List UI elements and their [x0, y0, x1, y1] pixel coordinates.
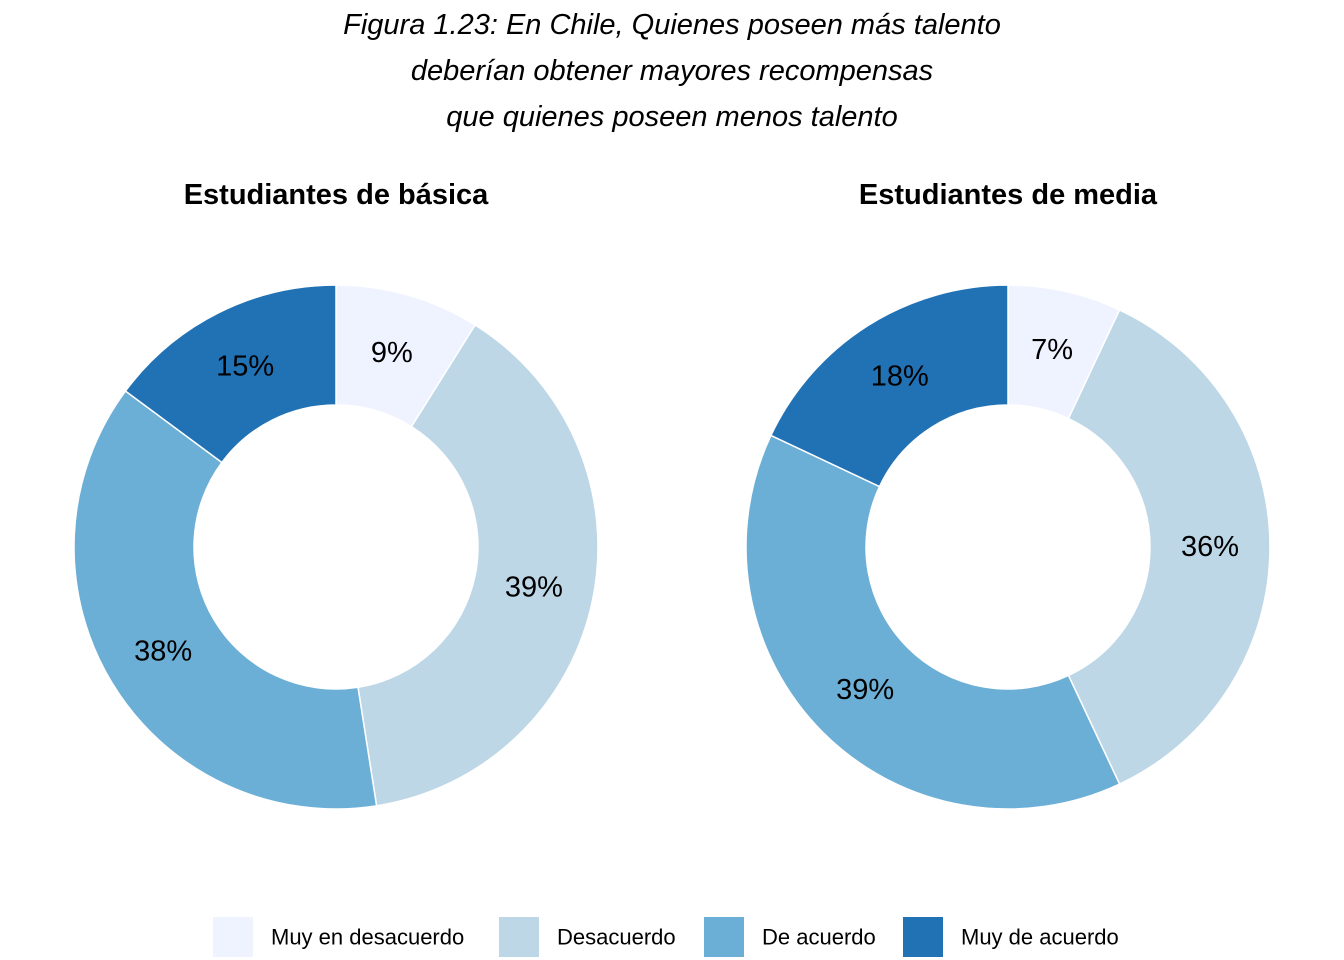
slice-label-basica-de-acuerdo: 38%: [134, 636, 192, 668]
legend-label-muy-en-desacuerdo: Muy en desacuerdo: [271, 925, 464, 950]
slice-media-de-acuerdo: [745, 434, 1121, 810]
slice-label-basica-muy-en-desacuerdo: 9%: [371, 337, 413, 369]
legend-label-desacuerdo: Desacuerdo: [557, 925, 676, 950]
slice-basica-de-acuerdo: [73, 389, 378, 810]
figure-title-line-3: que quienes poseen menos talento: [446, 101, 898, 133]
slice-basica-desacuerdo: [357, 323, 599, 807]
legend-swatch-muy-de-acuerdo: [903, 917, 943, 957]
slice-label-media-desacuerdo: 36%: [1181, 531, 1239, 563]
legend-label-muy-de-acuerdo: Muy de acuerdo: [961, 925, 1119, 950]
slice-label-media-muy-de-acuerdo: 18%: [871, 360, 929, 392]
slice-media-muy-de-acuerdo: [769, 284, 1009, 488]
legend-swatch-de-acuerdo: [704, 917, 744, 957]
panel-title-media: Estudiantes de media: [859, 179, 1158, 211]
legend: Muy en desacuerdo Desacuerdo De acuerdo Muy…: [213, 917, 1119, 957]
slice-basica-muy-de-acuerdo: [124, 284, 337, 464]
panel-title-basica: Estudiantes de básica: [184, 179, 489, 211]
slice-label-media-de-acuerdo: 39%: [836, 674, 894, 706]
figure-title-line-2: deberían obtener mayores recompensas: [410, 55, 934, 87]
slice-label-basica-muy-de-acuerdo: 15%: [216, 351, 274, 383]
legend-swatch-muy-en-desacuerdo: [213, 917, 253, 957]
donut-group: 9% 39% 38% 15% 7% 36% 39% 18%: [73, 284, 1271, 810]
figure-title-line-1: Figura 1.23: En Chile, Quienes poseen má…: [343, 9, 1001, 41]
legend-label-de-acuerdo: De acuerdo: [762, 925, 876, 950]
figure-title: Figura 1.23: En Chile, Quienes poseen má…: [0, 2, 1344, 140]
slice-label-basica-desacuerdo: 39%: [505, 572, 563, 604]
slice-label-media-muy-en-desacuerdo: 7%: [1031, 334, 1073, 366]
slice-media-desacuerdo: [1067, 308, 1271, 786]
legend-swatch-desacuerdo: [499, 917, 539, 957]
